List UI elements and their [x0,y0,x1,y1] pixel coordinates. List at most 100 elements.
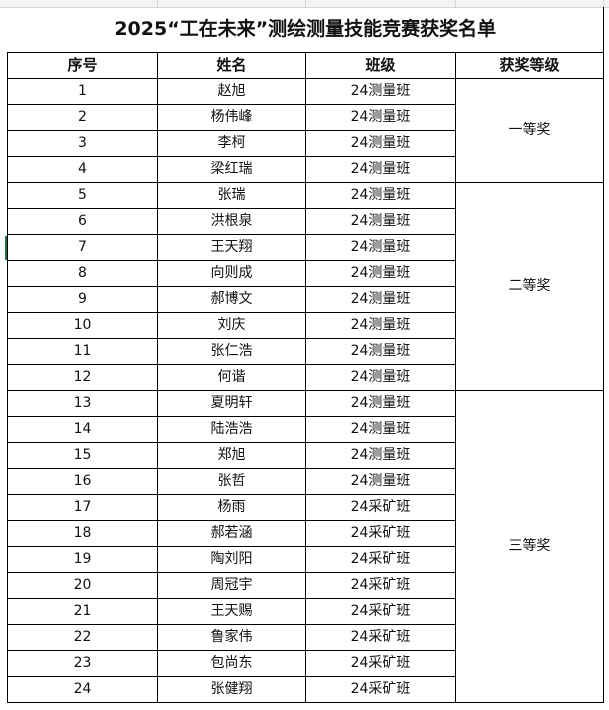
header-name[interactable]: 姓名 [157,52,306,79]
cell-number[interactable]: 18 [7,520,158,547]
cell-name[interactable]: 王天赐 [157,598,306,625]
cell-class[interactable]: 24采矿班 [305,650,456,677]
cell-name[interactable]: 赵旭 [157,78,306,105]
cell-number[interactable]: 8 [7,260,158,287]
cell-number[interactable]: 1 [7,78,158,105]
cell-name[interactable]: 郝若涵 [157,520,306,547]
cell-number[interactable]: 19 [7,546,158,573]
table-row: 19 陶刘阳 24采矿班 [7,546,604,573]
table-row: 24 张健翔 24采矿班 [7,676,604,703]
cell-number[interactable]: 16 [7,468,158,495]
cell-name[interactable]: 王天翔 [157,234,306,261]
cell-name[interactable]: 李柯 [157,130,306,157]
cell-number[interactable]: 14 [7,416,158,443]
cell-number[interactable]: 5 [7,182,158,209]
cell-number[interactable]: 2 [7,104,158,131]
cell-number[interactable]: 24 [7,676,158,703]
cell-number[interactable]: 9 [7,286,158,313]
cell-number[interactable]: 4 [7,156,158,183]
cell-number[interactable]: 12 [7,364,158,391]
cell-class[interactable]: 24测量班 [305,390,456,417]
cell-name[interactable]: 鲁家伟 [157,624,306,651]
table-row: 7 王天翔 24测量班 [7,234,604,261]
cell-class[interactable]: 24采矿班 [305,598,456,625]
header-award[interactable]: 获奖等级 [455,52,604,79]
cell-number[interactable]: 20 [7,572,158,599]
cell-name[interactable]: 杨伟峰 [157,104,306,131]
column-divider[interactable] [157,0,158,7]
cell-name[interactable]: 郑旭 [157,442,306,469]
cell-class[interactable]: 24测量班 [305,442,456,469]
sheet-title[interactable]: 2025“工在未来”测绘测量技能竞赛获奖名单 [7,7,604,53]
cell-name[interactable]: 包尚东 [157,650,306,677]
row-selection-indicator [5,236,7,260]
cell-class[interactable]: 24测量班 [305,208,456,235]
cell-name[interactable]: 杨雨 [157,494,306,521]
cell-award-level[interactable]: 二等奖 [455,182,604,391]
cell-class[interactable]: 24采矿班 [305,520,456,547]
cell-number[interactable]: 7 [7,234,158,261]
cell-name[interactable]: 张哲 [157,468,306,495]
spreadsheet-grid: 2025“工在未来”测绘测量技能竞赛获奖名单 序号 姓名 班级 获奖等级 1 赵旭… [7,7,604,703]
cell-class[interactable]: 24测量班 [305,364,456,391]
cell-name[interactable]: 张仁浩 [157,338,306,365]
cell-class[interactable]: 24测量班 [305,104,456,131]
cell-name[interactable]: 何谐 [157,364,306,391]
cell-number[interactable]: 17 [7,494,158,521]
cell-class[interactable]: 24采矿班 [305,546,456,573]
cell-class[interactable]: 24测量班 [305,416,456,443]
table-row: 14 陆浩浩 24测量班 [7,416,604,443]
cell-name[interactable]: 张健翔 [157,676,306,703]
cell-number[interactable]: 13 [7,390,158,417]
cell-number[interactable]: 10 [7,312,158,339]
cell-number[interactable]: 3 [7,130,158,157]
cell-name[interactable]: 向则成 [157,260,306,287]
cell-class[interactable]: 24测量班 [305,78,456,105]
cell-name[interactable]: 夏明轩 [157,390,306,417]
cell-number[interactable]: 22 [7,624,158,651]
table-row: 17 杨雨 24采矿班 [7,494,604,521]
cell-number[interactable]: 15 [7,442,158,469]
cell-class[interactable]: 24测量班 [305,338,456,365]
column-divider[interactable] [305,0,306,7]
cell-award-level[interactable]: 一等奖 [455,78,604,183]
cell-name[interactable]: 洪根泉 [157,208,306,235]
column-divider[interactable] [455,0,456,7]
cell-award-level[interactable]: 三等奖 [455,390,604,703]
cell-class[interactable]: 24采矿班 [305,624,456,651]
cell-name[interactable]: 梁红瑞 [157,156,306,183]
cell-class[interactable]: 24采矿班 [305,494,456,521]
column-divider[interactable] [603,0,604,7]
table-row: 5 张瑞 24测量班 二等奖 [7,182,604,391]
cell-name[interactable]: 周冠宇 [157,572,306,599]
award-table: 2025“工在未来”测绘测量技能竞赛获奖名单 序号 姓名 班级 获奖等级 1 赵旭… [7,7,604,703]
cell-class[interactable]: 24测量班 [305,312,456,339]
header-row: 序号 姓名 班级 获奖等级 [7,52,604,79]
cell-number[interactable]: 21 [7,598,158,625]
header-number[interactable]: 序号 [7,52,158,79]
table-row: 8 向则成 24测量班 [7,260,604,287]
cell-class[interactable]: 24测量班 [305,234,456,261]
cell-name[interactable]: 刘庆 [157,312,306,339]
table-row: 1 赵旭 24测量班 一等奖 [7,78,604,183]
cell-name[interactable]: 张瑞 [157,182,306,209]
cell-name[interactable]: 陆浩浩 [157,416,306,443]
table-row: 13 夏明轩 24测量班 三等奖 [7,390,604,703]
cell-number[interactable]: 23 [7,650,158,677]
table-row: 22 鲁家伟 24采矿班 [7,624,604,651]
table-row: 6 洪根泉 24测量班 [7,208,604,235]
cell-name[interactable]: 郝博文 [157,286,306,313]
cell-class[interactable]: 24测量班 [305,156,456,183]
cell-class[interactable]: 24测量班 [305,260,456,287]
cell-class[interactable]: 24测量班 [305,130,456,157]
table-row: 18 郝若涵 24采矿班 [7,520,604,547]
cell-class[interactable]: 24测量班 [305,468,456,495]
cell-class[interactable]: 24采矿班 [305,572,456,599]
header-class[interactable]: 班级 [305,52,456,79]
cell-class[interactable]: 24测量班 [305,286,456,313]
cell-number[interactable]: 6 [7,208,158,235]
cell-name[interactable]: 陶刘阳 [157,546,306,573]
cell-class[interactable]: 24测量班 [305,182,456,209]
cell-class[interactable]: 24采矿班 [305,676,456,703]
cell-number[interactable]: 11 [7,338,158,365]
